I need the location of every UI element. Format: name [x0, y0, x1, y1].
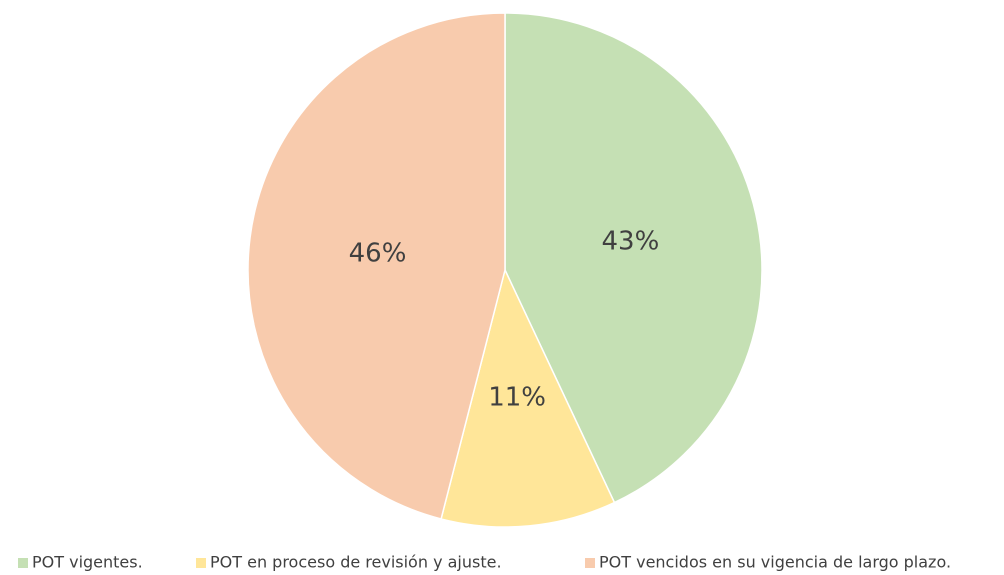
legend-swatch — [585, 558, 595, 568]
legend-label: POT en proceso de revisión y ajuste. — [210, 553, 502, 572]
legend-label: POT vencidos en su vigencia de largo pla… — [599, 553, 951, 572]
pie-slice — [440, 267, 616, 528]
data-label: 11% — [488, 382, 546, 412]
legend-swatch — [196, 558, 206, 568]
pie-slice — [247, 12, 506, 520]
legend-swatch — [18, 558, 28, 568]
legend-label: POT vigentes. — [32, 553, 143, 572]
data-label: 43% — [602, 226, 660, 256]
pie-slice — [504, 12, 763, 504]
data-label: 46% — [349, 238, 407, 268]
